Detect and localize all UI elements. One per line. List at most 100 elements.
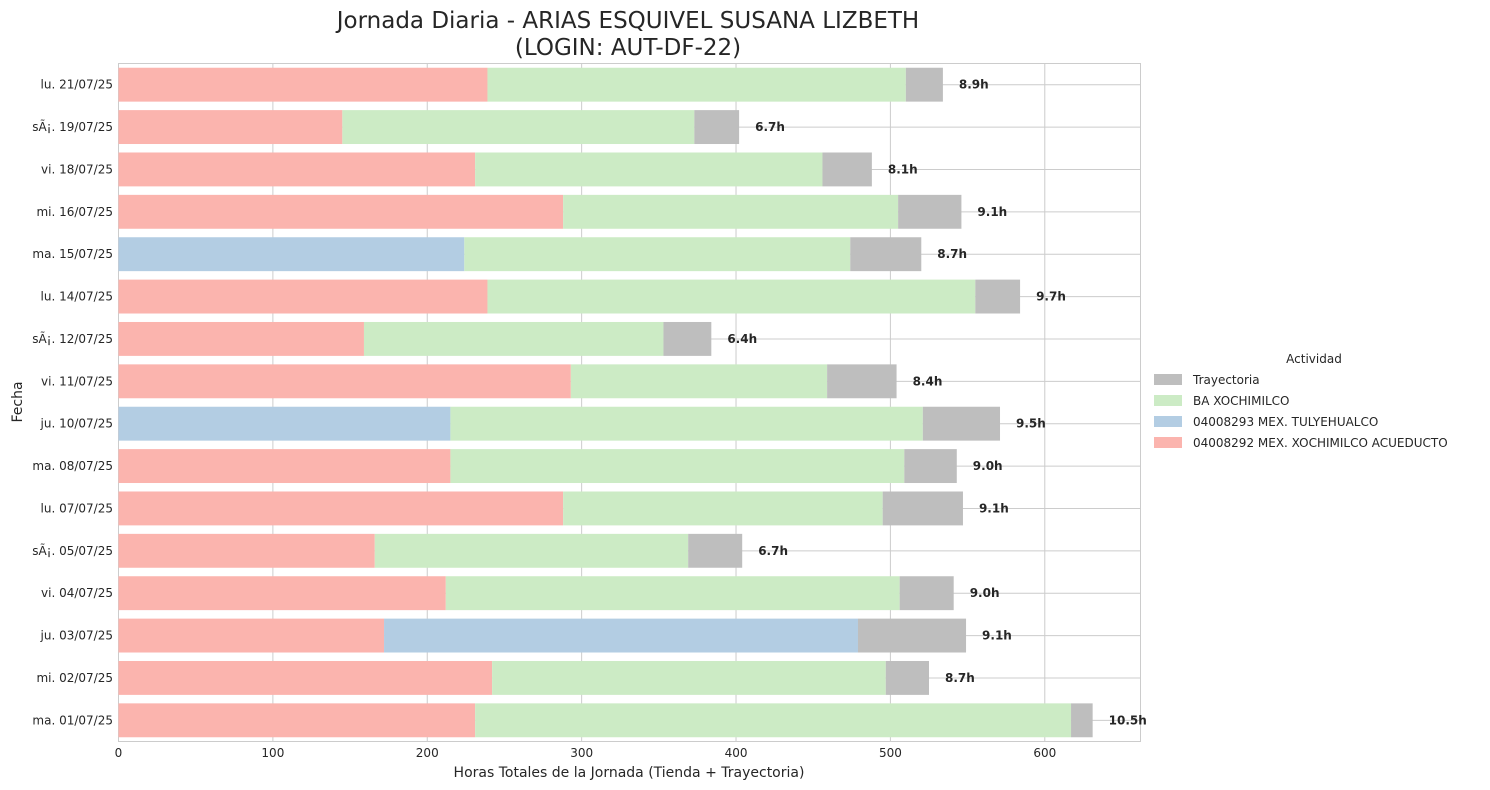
bar-segment — [118, 194, 564, 229]
bar-segment — [118, 321, 364, 356]
x-tick-label: 500 — [879, 746, 902, 760]
total-label: 9.0h — [973, 459, 1003, 473]
bar-segment — [882, 491, 963, 526]
y-tick-label: lu. 07/07/25 — [41, 501, 113, 515]
bar-segment — [118, 364, 571, 399]
total-label: 10.5h — [1109, 713, 1147, 727]
x-tick-label: 0 — [115, 746, 123, 760]
bar-segment — [475, 703, 1072, 738]
bar-segment — [118, 67, 488, 102]
bar-segment — [363, 321, 664, 356]
x-tick-label: 100 — [261, 746, 284, 760]
legend-swatch — [1154, 374, 1182, 385]
y-tick-label: ma. 01/07/25 — [32, 713, 113, 727]
y-axis-label: Fecha — [10, 381, 26, 422]
total-label: 8.9h — [959, 78, 989, 92]
legend-title: Actividad — [1286, 352, 1342, 366]
y-tick-label: lu. 21/07/25 — [41, 78, 113, 92]
bar-segment — [975, 279, 1021, 314]
x-axis-label: Horas Totales de la Jornada (Tienda + Tr… — [454, 765, 805, 781]
bar-segment — [374, 533, 689, 568]
bar-segment — [563, 491, 883, 526]
x-tick-label: 200 — [416, 746, 439, 760]
total-label: 9.7h — [1036, 290, 1066, 304]
chart-title-line2: (LOGIN: AUT-DF-22) — [515, 35, 741, 61]
bar-segment — [118, 703, 476, 738]
legend-entry: BA XOCHIMILCO — [1193, 394, 1290, 408]
bar-segment — [450, 449, 905, 484]
bar-segment — [563, 194, 899, 229]
bar-segment — [850, 237, 922, 272]
bar-segment — [922, 406, 1001, 441]
bar-segment — [118, 576, 446, 611]
bar-segment — [384, 618, 858, 653]
bar-segment — [445, 576, 900, 611]
bar-segment — [475, 152, 823, 187]
legend-swatch — [1154, 395, 1182, 406]
x-tick-label: 300 — [570, 746, 593, 760]
y-tick-label: ju. 10/07/25 — [40, 417, 113, 431]
y-tick-label: vi. 11/07/25 — [41, 374, 113, 388]
x-tick-labels: 0 100 200 300 400 500 600 — [115, 746, 1057, 760]
bar-segment — [857, 618, 967, 653]
bar-segment — [487, 279, 976, 314]
bar-segment — [118, 449, 451, 484]
bar-segment — [118, 279, 488, 314]
bar-segment — [118, 406, 451, 441]
bar-segment — [118, 491, 564, 526]
legend-swatch — [1154, 437, 1182, 448]
bar-segment — [663, 321, 712, 356]
legend-entry: Trayectoria — [1192, 373, 1260, 387]
value-labels: 8.9h 6.7h 8.1h 9.1h 8.7h 9.7h 6.4h 8.4h 9.5h 9.0h… — [727, 78, 1146, 728]
total-label: 6.4h — [727, 332, 757, 346]
bar-segment — [492, 660, 886, 695]
y-tick-label: mi. 16/07/25 — [36, 205, 113, 219]
bar-segment — [822, 152, 872, 187]
total-label: 9.1h — [979, 501, 1009, 515]
bar-segment — [118, 237, 465, 272]
total-label: 9.5h — [1016, 417, 1046, 431]
y-tick-label: vi. 04/07/25 — [41, 586, 113, 600]
bar-segment — [827, 364, 897, 399]
bar-segment — [570, 364, 828, 399]
total-label: 9.0h — [970, 586, 1000, 600]
bar-segment — [694, 110, 740, 145]
y-tick-label: ma. 15/07/25 — [32, 247, 113, 261]
x-tick-label: 600 — [1033, 746, 1056, 760]
bar-segment — [898, 194, 962, 229]
y-tick-label: ju. 03/07/25 — [40, 629, 113, 643]
bar-segment — [487, 67, 906, 102]
total-label: 8.4h — [913, 374, 943, 388]
total-label: 6.7h — [758, 544, 788, 558]
bar-segment — [450, 406, 923, 441]
total-label: 6.7h — [755, 120, 785, 134]
total-label: 8.7h — [945, 671, 975, 685]
total-label: 9.1h — [982, 629, 1012, 643]
bar-segment — [688, 533, 743, 568]
y-tick-label: sÃ¡. 19/07/25 — [32, 119, 113, 134]
bar-segment — [118, 660, 493, 695]
y-tick-labels: lu. 21/07/25 sÃ¡. 19/07/25 vi. 18/07/25 mi.… — [32, 78, 113, 728]
bar-segment — [904, 449, 957, 484]
bar-segment — [118, 618, 385, 653]
bar-segment — [464, 237, 851, 272]
y-tick-label: sÃ¡. 05/07/25 — [32, 543, 113, 558]
chart-title-line1: Jornada Diaria - ARIAS ESQUIVEL SUSANA L… — [335, 8, 919, 34]
bar-segment — [118, 110, 343, 145]
bar-segment — [342, 110, 695, 145]
y-tick-label: vi. 18/07/25 — [41, 162, 113, 176]
y-tick-label: lu. 14/07/25 — [41, 290, 113, 304]
bar-segment — [118, 533, 375, 568]
bar-segment — [118, 152, 476, 187]
bar-segment — [1071, 703, 1093, 738]
bar-segment — [899, 576, 954, 611]
total-label: 9.1h — [977, 205, 1007, 219]
y-tick-label: sÃ¡. 12/07/25 — [32, 331, 113, 346]
bars — [118, 67, 1093, 738]
legend-entry: 04008292 MEX. XOCHIMILCO ACUEDUCTO — [1193, 436, 1448, 450]
legend: Actividad Trayectoria BA XOCHIMILCO 040082… — [1154, 352, 1448, 450]
y-tick-label: mi. 02/07/25 — [36, 671, 113, 685]
total-label: 8.1h — [888, 162, 918, 176]
bar-segment — [885, 660, 929, 695]
